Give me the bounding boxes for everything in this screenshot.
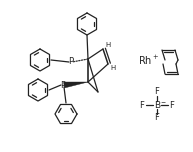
Text: H: H [105,42,110,48]
Text: F: F [155,88,159,97]
Text: F: F [170,100,174,109]
Text: P: P [60,81,66,90]
Text: Rh$^+$: Rh$^+$ [138,54,159,67]
Text: B: B [154,100,160,109]
Text: F: F [155,114,159,123]
Text: H: H [110,65,115,71]
Text: F: F [140,100,144,109]
Polygon shape [64,82,88,88]
Text: −: − [161,100,166,105]
Text: P: P [69,57,74,67]
